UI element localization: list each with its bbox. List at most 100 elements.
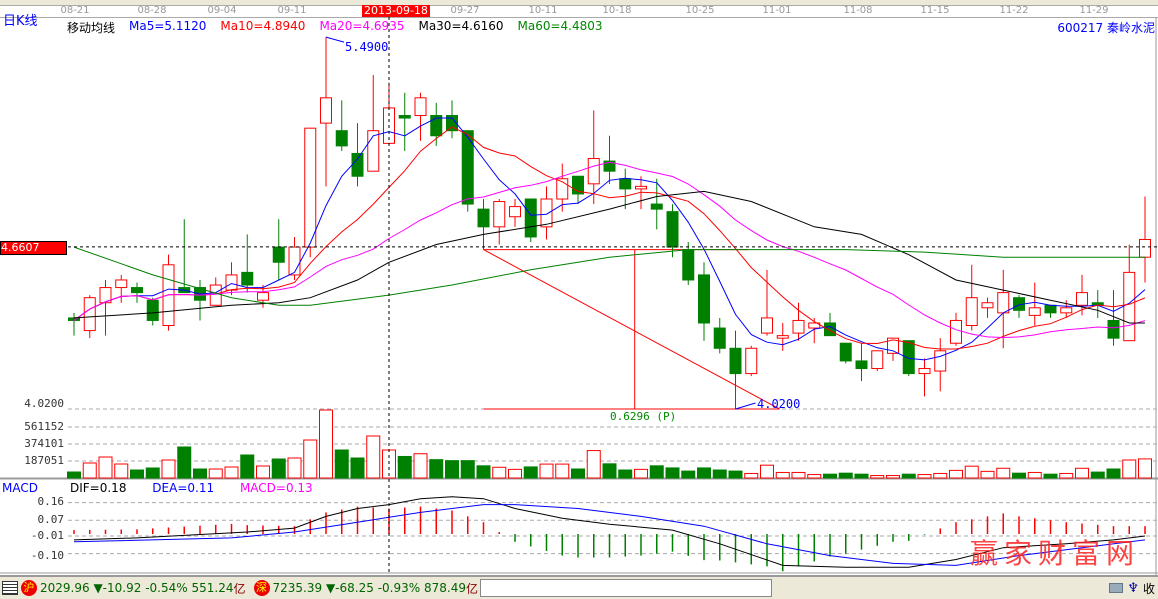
sh-index-change: ▼-10.92 xyxy=(93,581,142,595)
sh-index-value: 2029.96 xyxy=(40,581,90,595)
volume-bar xyxy=(177,446,192,479)
sz-amount-unit: 亿 xyxy=(465,581,478,596)
ma30-line xyxy=(73,190,1145,324)
candle-body xyxy=(335,130,348,147)
volume-bar xyxy=(980,470,995,479)
sz-index-badge[interactable]: 深 xyxy=(253,580,270,596)
macd-axis-label: 0.07 xyxy=(37,513,65,526)
date-tick: 08-21 xyxy=(60,5,90,16)
volume-bar xyxy=(838,472,853,479)
ma60-line xyxy=(73,246,1145,306)
sz-index-value: 7235.39 xyxy=(272,581,323,595)
candle-body xyxy=(934,350,947,372)
period-label[interactable]: 日K线 xyxy=(3,14,38,29)
volume-bar xyxy=(476,465,491,479)
status-bar: 沪 2029.96 ▼-10.92 -0.54% 551.24 亿 深 7235… xyxy=(0,575,1158,599)
volume-bar xyxy=(791,471,806,479)
volume-bar xyxy=(413,453,428,479)
candle-body xyxy=(666,211,679,248)
volume-bar xyxy=(807,474,822,479)
candle-body xyxy=(603,160,616,172)
candle-body xyxy=(745,347,758,375)
command-input[interactable] xyxy=(480,579,772,597)
calendar-icon[interactable] xyxy=(2,581,18,595)
volume-bar xyxy=(334,449,349,479)
date-tick: 10-25 xyxy=(685,5,715,16)
candle-body xyxy=(918,368,931,375)
date-tick: 10-11 xyxy=(528,5,558,16)
candle-body xyxy=(1060,307,1073,314)
date-tick: 11-22 xyxy=(999,5,1029,16)
candle-body xyxy=(981,302,994,309)
candle-body xyxy=(398,115,411,119)
candle-body xyxy=(131,287,143,294)
candle-body xyxy=(304,127,317,248)
candle-body xyxy=(540,198,553,228)
dea-line xyxy=(73,504,1146,566)
volume-bar xyxy=(996,467,1011,479)
close-label[interactable]: 收 xyxy=(1142,581,1155,596)
candle-body xyxy=(524,198,537,238)
volume-bar xyxy=(618,469,633,479)
ma10-value: Ma10=4.8940 xyxy=(220,19,306,33)
volume-bar xyxy=(523,466,538,479)
sh-index-pct: -0.54% xyxy=(145,581,188,595)
volume-bar xyxy=(728,470,743,479)
dea-value: DEA=0.11 xyxy=(152,481,215,495)
candle-body xyxy=(902,340,915,375)
volume-bar xyxy=(1043,473,1058,479)
volume-bar xyxy=(555,463,570,479)
sz-index-change: ▼-68.25 xyxy=(325,581,374,595)
candle-body xyxy=(871,350,884,370)
candle-body xyxy=(587,158,600,185)
volume-bar xyxy=(1090,471,1105,479)
macd-axis-label: 0.16 xyxy=(37,495,65,508)
candle-body xyxy=(808,322,821,329)
volume-bar xyxy=(240,454,255,479)
volume-bar xyxy=(67,471,81,479)
date-tick: 09-11 xyxy=(277,5,307,16)
date-tick: 11-29 xyxy=(1079,5,1109,16)
sh-index-amount: 551.24 xyxy=(191,581,234,595)
volume-bar xyxy=(161,459,176,479)
candle-body xyxy=(320,97,332,124)
volume-bar xyxy=(130,469,144,479)
volume-bar xyxy=(82,462,97,479)
volume-bar xyxy=(114,463,129,479)
volume-bar xyxy=(508,468,522,479)
volume-bar xyxy=(1122,459,1137,479)
volume-bar xyxy=(366,435,381,479)
dif-line xyxy=(73,496,1146,568)
candle-body xyxy=(824,322,836,337)
scroll-button[interactable] xyxy=(1109,583,1124,593)
volume-bar xyxy=(917,474,932,479)
price-axis-label: 4.0200 xyxy=(24,397,64,410)
watermark-logo: 赢家财富网 xyxy=(969,537,1140,570)
volume-bar xyxy=(634,468,648,479)
candle-body xyxy=(83,297,96,332)
volume-bar xyxy=(602,463,617,479)
volume-bar xyxy=(319,409,333,479)
candle-body xyxy=(698,274,710,324)
volume-bar xyxy=(870,475,885,479)
ma-legend: 移动均线 Ma5=5.1120 Ma10=4.8940 Ma20=4.6935 … xyxy=(67,19,617,36)
sz-index-pct: -0.93% xyxy=(377,581,421,595)
candle-body xyxy=(1076,292,1088,306)
candle-body xyxy=(650,203,663,210)
date-tick: 09-04 xyxy=(207,5,237,16)
candle-body xyxy=(146,299,159,321)
sh-index-badge[interactable]: 沪 xyxy=(21,580,37,596)
candle-body xyxy=(635,185,647,190)
candle-body xyxy=(446,115,458,132)
volume-bar xyxy=(429,459,444,479)
volume-bar xyxy=(460,460,475,479)
candle-body xyxy=(1044,304,1057,314)
candle-body xyxy=(855,360,868,370)
macd-title[interactable]: MACD xyxy=(2,481,38,495)
candle-body xyxy=(288,246,301,276)
volume-bar xyxy=(712,469,727,479)
volume-bar xyxy=(681,470,696,479)
antenna-icon[interactable]: ♆ xyxy=(1127,580,1139,596)
volume-bar xyxy=(539,463,554,479)
